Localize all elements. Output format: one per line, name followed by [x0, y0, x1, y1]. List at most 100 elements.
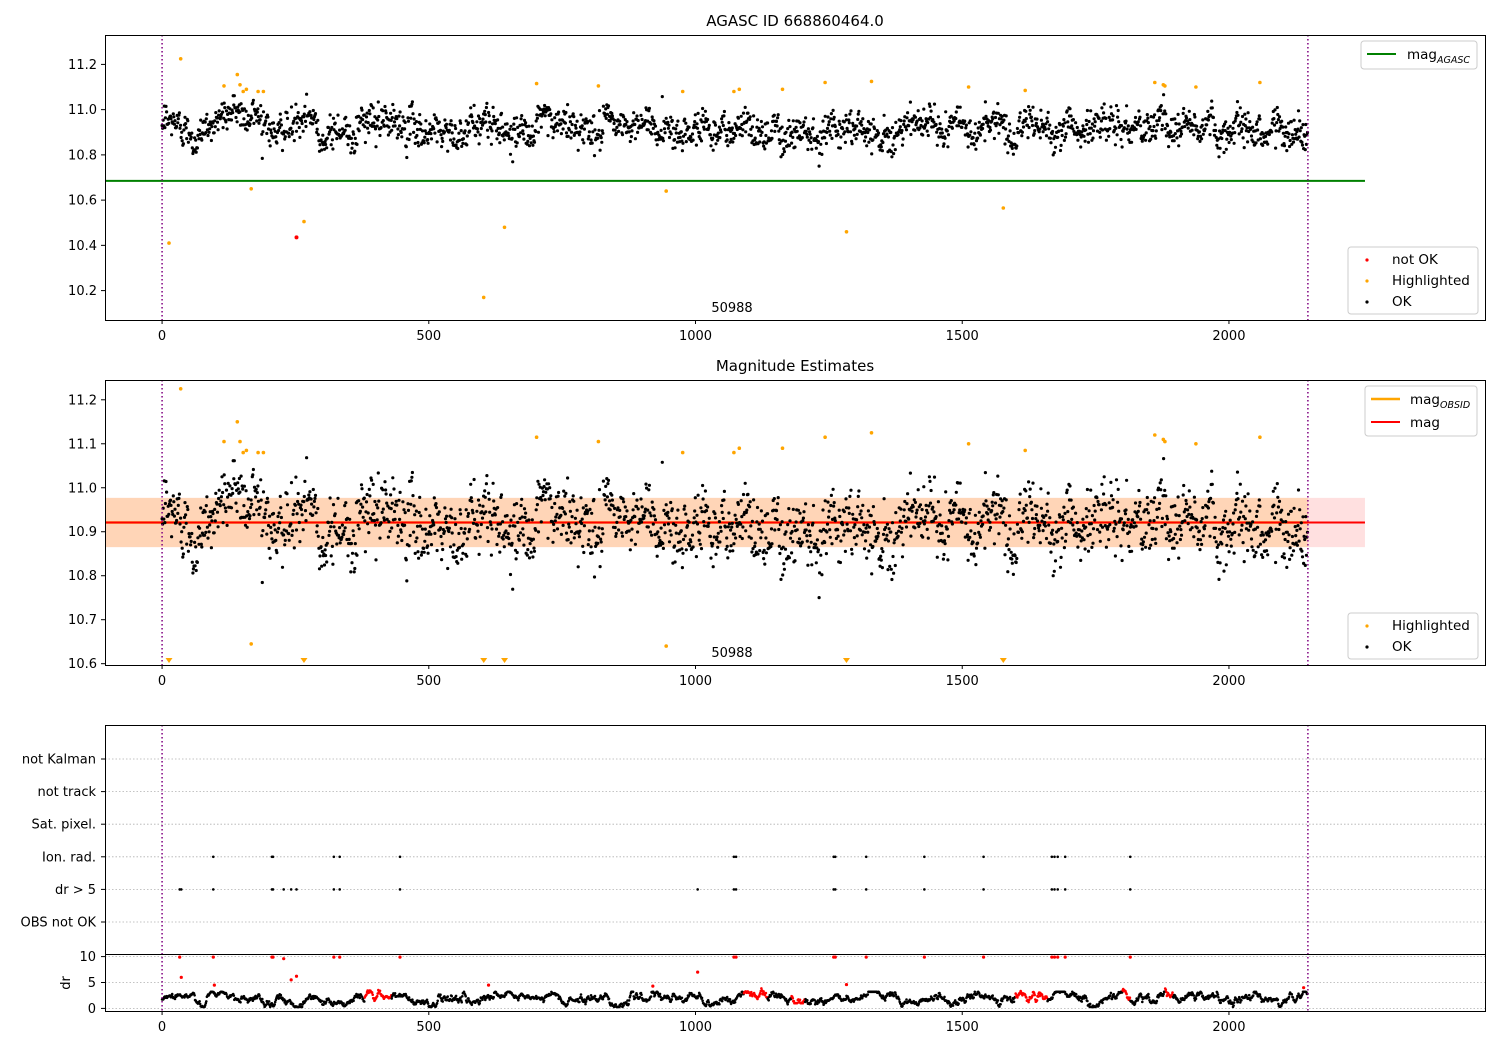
- ok-point: [1024, 117, 1028, 121]
- ok-point: [186, 507, 190, 512]
- ok-point: [277, 128, 281, 133]
- ok-point: [592, 497, 596, 502]
- ok-point: [757, 522, 761, 526]
- ok-point: [278, 112, 282, 116]
- ok-point: [948, 508, 952, 512]
- ok-point: [278, 494, 282, 498]
- ok-point: [635, 114, 639, 118]
- ok-point: [723, 525, 728, 529]
- ok-point: [300, 121, 304, 126]
- ok-point: [593, 525, 597, 529]
- ok-point: [499, 493, 504, 497]
- highlighted-point: [869, 431, 874, 435]
- ok-point: [667, 540, 672, 544]
- ok-point: [1148, 519, 1152, 523]
- ok-point: [889, 130, 893, 134]
- ok-point: [1155, 515, 1159, 519]
- ok-point: [774, 509, 779, 513]
- ok-point: [444, 520, 448, 525]
- ok-point: [518, 531, 523, 535]
- ok-point: [173, 119, 177, 123]
- ok-point: [634, 504, 639, 509]
- ok-point: [731, 549, 735, 553]
- ok-point: [650, 500, 654, 504]
- ok-point: [461, 137, 465, 141]
- ok-point: [548, 486, 552, 490]
- ok-point: [1235, 491, 1239, 495]
- ok-point: [1015, 126, 1020, 131]
- ok-point: [410, 100, 414, 104]
- dr-point: [365, 993, 368, 996]
- ok-point: [1166, 531, 1170, 535]
- ok-point: [367, 108, 371, 113]
- ok-point: [764, 141, 769, 145]
- ok-point: [469, 496, 473, 500]
- ok-point: [395, 136, 399, 140]
- ok-point: [1066, 120, 1070, 124]
- ok-point: [449, 119, 453, 123]
- x-tick-label: 2000: [1212, 674, 1245, 689]
- dr-point: [425, 998, 429, 1002]
- ok-point: [655, 143, 659, 147]
- ok-point: [786, 127, 790, 131]
- ok-point: [1112, 128, 1116, 133]
- ok-point: [875, 129, 879, 133]
- ok-point: [782, 567, 787, 571]
- ok-point: [739, 499, 743, 503]
- ok-point: [1184, 502, 1189, 506]
- ok-point: [707, 126, 711, 130]
- ok-point: [536, 130, 541, 134]
- ok-point: [759, 133, 763, 137]
- flag-point: [864, 888, 868, 891]
- ok-point: [1068, 107, 1072, 111]
- ok-point: [719, 529, 723, 533]
- ok-point: [1283, 134, 1287, 138]
- ok-point: [505, 514, 509, 518]
- ok-point: [1072, 129, 1076, 133]
- ok-point: [1100, 128, 1105, 132]
- ok-point: [1295, 528, 1299, 533]
- ok-point: [1233, 530, 1237, 535]
- ok-point: [219, 499, 223, 503]
- ok-point: [1249, 134, 1254, 138]
- ok-point: [900, 555, 905, 559]
- ok-point: [613, 128, 617, 132]
- ok-point: [259, 478, 263, 482]
- ok-point: [196, 536, 200, 540]
- ok-point: [891, 554, 895, 559]
- ok-point: [911, 117, 915, 122]
- ok-point: [615, 125, 619, 129]
- ok-point: [928, 115, 933, 120]
- ok-point: [461, 141, 465, 145]
- ok-point: [423, 539, 427, 543]
- ok-point: [1251, 520, 1255, 524]
- ok-point: [886, 539, 891, 543]
- ok-point: [863, 530, 867, 534]
- ok-point: [177, 496, 181, 500]
- ok-point: [478, 133, 482, 137]
- ok-point: [608, 499, 612, 503]
- ok-point: [629, 135, 634, 139]
- ok-point: [869, 543, 873, 547]
- ok-point: [1258, 504, 1262, 508]
- ok-point: [728, 549, 732, 553]
- ok-point: [984, 499, 988, 503]
- ok-point: [536, 479, 540, 483]
- ok-point: [1182, 483, 1186, 488]
- ok-point: [1196, 542, 1200, 547]
- ok-point: [324, 142, 328, 147]
- ok-point: [488, 510, 492, 514]
- ok-point: [205, 495, 209, 499]
- ok-point: [1175, 541, 1179, 545]
- ok-point: [1229, 537, 1233, 541]
- ok-point: [218, 504, 222, 508]
- ok-point: [858, 512, 862, 516]
- ok-point: [1007, 548, 1011, 552]
- ok-point: [1018, 115, 1022, 119]
- ok-point: [1012, 131, 1016, 135]
- ok-point: [1080, 529, 1084, 533]
- ok-point: [426, 551, 430, 555]
- ok-point: [590, 141, 594, 145]
- ok-point: [917, 524, 921, 529]
- ok-point: [389, 118, 393, 122]
